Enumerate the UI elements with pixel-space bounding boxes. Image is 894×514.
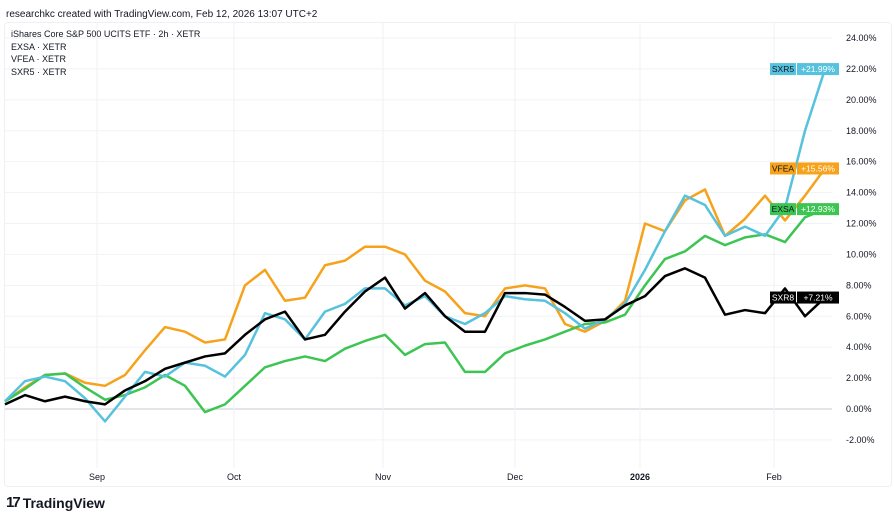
y-tick-label: 6.00% <box>846 311 872 321</box>
series-name-label: SXR5 <box>772 64 794 74</box>
x-tick-label: Nov <box>375 472 392 482</box>
y-tick-label: 2.00% <box>846 373 872 383</box>
series-line-sxr8 <box>4 267 826 406</box>
last-value-label: +15.56% <box>801 163 835 173</box>
last-value-tag <box>797 203 839 216</box>
legend-sxr5[interactable]: SXR5 · XETR <box>11 66 67 77</box>
y-tick-label: 10.00% <box>846 249 877 259</box>
last-value-tag <box>797 291 839 304</box>
legend-exsa[interactable]: EXSA · XETR <box>11 41 67 52</box>
chart-credit: researchkc created with TradingView.com,… <box>6 9 318 20</box>
x-tick-label: Oct <box>227 472 242 482</box>
x-tick-label: Dec <box>507 472 524 482</box>
last-value-tag <box>797 63 839 76</box>
x-tick-label: Feb <box>766 472 782 482</box>
last-value-label: +7.21% <box>803 293 833 303</box>
y-tick-label: 0.00% <box>846 404 872 414</box>
series-name-label: VFEA <box>772 163 795 173</box>
y-tick-label: 24.00% <box>846 33 877 43</box>
chart-frame <box>4 22 892 487</box>
y-tick-label: 4.00% <box>846 342 872 352</box>
last-value-label: +12.93% <box>801 204 835 214</box>
last-value-label: +21.99% <box>801 64 835 74</box>
y-tick-label: 8.00% <box>846 280 872 290</box>
tradingview-logo-text: TradingView <box>22 494 105 511</box>
series-name-tag <box>770 291 796 304</box>
legend-main-symbol[interactable]: iShares Core S&P 500 UCITS ETF · 2h · XE… <box>11 29 201 39</box>
series-line-exsa <box>4 207 826 414</box>
y-tick-label: 16.00% <box>846 157 877 167</box>
y-tick-label: 18.00% <box>846 126 877 136</box>
legend-vfea[interactable]: VFEA · XETR <box>11 54 67 64</box>
chart-legend: iShares Core S&P 500 UCITS ETF · 2h · XE… <box>11 28 200 78</box>
y-tick-label: 14.00% <box>846 188 877 198</box>
series-name-label: EXSA <box>772 204 795 214</box>
x-tick-label: 2026 <box>630 472 650 482</box>
series-line-sxr5 <box>4 68 827 423</box>
series-name-label: SXR8 <box>772 293 794 303</box>
tradingview-logo[interactable]: 17 TradingView <box>6 494 105 511</box>
series-name-tag <box>770 162 796 175</box>
x-tick-label: Sep <box>89 472 105 482</box>
y-tick-label: -2.00% <box>846 435 875 445</box>
y-tick-label: 20.00% <box>846 95 877 105</box>
line-chart: 24.00% 22.00% 20.00% 18.00% 16.00% 14.00% 12.0… <box>4 22 877 482</box>
tradingview-logo-icon: 17 <box>6 494 21 511</box>
y-tick-label: 12.00% <box>846 219 877 229</box>
series-name-tag <box>770 63 796 76</box>
y-tick-label: 22.00% <box>846 64 877 74</box>
series-name-tag <box>770 203 796 216</box>
last-value-tag <box>797 162 839 175</box>
